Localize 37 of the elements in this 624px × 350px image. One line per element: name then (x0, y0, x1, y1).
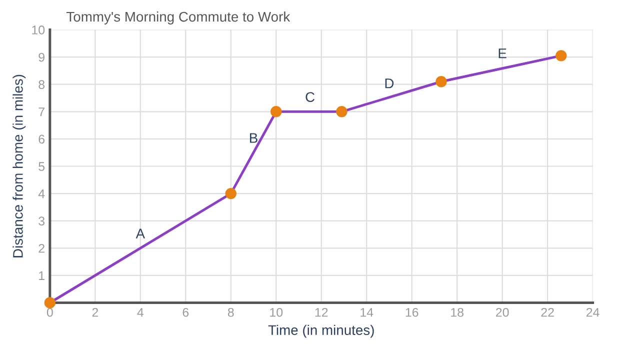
point (44, 297, 56, 308)
x-tick-label: 4 (137, 308, 144, 317)
y-tick-label: 1 (39, 271, 44, 280)
y-tick-label: 7 (38, 108, 44, 116)
x-tick-label: 18 (451, 308, 464, 317)
point (270, 106, 282, 118)
x-tick-label: 24 (586, 308, 600, 317)
x-tick-label: 16 (406, 308, 418, 317)
x-tick-label: 8 (228, 308, 234, 317)
x-tick-label: 6 (182, 308, 189, 317)
y-tick-label: 4 (38, 189, 45, 198)
y-tick-label: 2 (38, 244, 44, 253)
point (336, 106, 348, 118)
y-tick-label: 10 (32, 26, 45, 34)
annotation: E (498, 48, 506, 58)
y-tick-label: 8 (38, 80, 45, 89)
chart-title: Tommy's Morning Commute to Work (66, 11, 290, 24)
y-tick-label: 5 (38, 162, 45, 171)
y-axis-title: Distance from home (in miles) (12, 74, 26, 258)
x-tick-label: 20 (496, 308, 509, 317)
x-tick-label: 14 (360, 308, 374, 317)
x-tick-label: 10 (270, 308, 283, 317)
x-tick-label: 2 (92, 308, 98, 317)
point (225, 188, 236, 200)
x-tick-label: 12 (315, 308, 328, 317)
x-axis-title: Time (in minutes) (268, 324, 374, 338)
annotation: B (250, 133, 258, 143)
annotation: D (385, 78, 394, 88)
annotation: A (136, 228, 146, 238)
x-tick-label: 22 (541, 308, 554, 317)
y-tick-label: 3 (38, 216, 45, 226)
x-tick-label: 0 (46, 308, 53, 317)
point (556, 50, 567, 62)
annotation: C (306, 92, 315, 102)
y-tick-label: 9 (38, 52, 44, 62)
point (436, 76, 447, 88)
y-tick-label: 6 (38, 134, 45, 144)
